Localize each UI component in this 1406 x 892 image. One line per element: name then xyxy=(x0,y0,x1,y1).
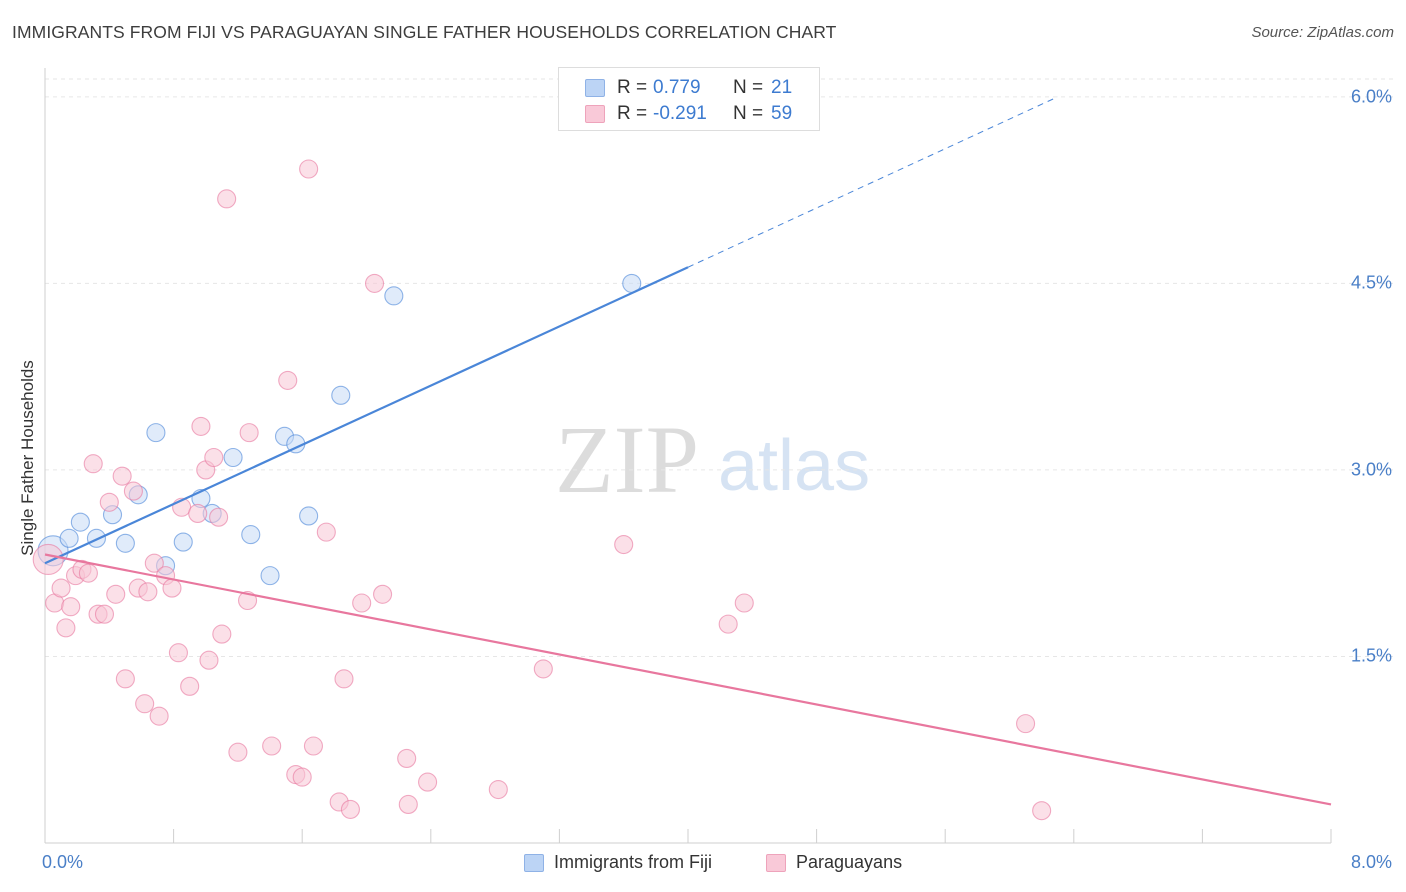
fiji-point xyxy=(115,533,135,553)
legend-r-label: R = xyxy=(617,77,648,98)
y-tick-label: 3.0% xyxy=(1350,459,1392,480)
paraguayan-point xyxy=(149,706,169,726)
watermark-atlas: atlas xyxy=(718,426,870,506)
paraguayan-point xyxy=(237,590,258,611)
fiji-point xyxy=(146,423,166,443)
paraguayan-point xyxy=(123,481,143,501)
y-tick-label: 6.0% xyxy=(1350,86,1392,107)
paraguayan-point xyxy=(209,507,229,527)
bottom-legend-swatch-paraguay xyxy=(766,853,786,872)
x-tick-label-max: 8.0% xyxy=(1350,852,1392,872)
fiji-trend-extension xyxy=(687,96,1058,268)
paraguayan-point xyxy=(32,543,64,576)
paraguayan-point xyxy=(533,659,553,679)
paraguayan-point xyxy=(292,767,312,787)
paraguayan-point xyxy=(398,794,418,815)
paraguayan-point xyxy=(162,578,182,598)
paraguayan-point xyxy=(94,604,115,624)
fiji-point xyxy=(260,566,280,586)
paraguayan-point xyxy=(1032,801,1052,821)
legend-swatch-paraguay xyxy=(585,105,605,123)
paraguayan-point xyxy=(239,423,259,443)
paraguayan-point xyxy=(56,618,76,638)
paraguayan-point xyxy=(168,643,188,663)
paraguayan-point xyxy=(191,416,211,436)
bottom-legend-label-fiji: Immigrants from Fiji xyxy=(554,852,713,872)
paraguayan-point xyxy=(78,563,98,583)
legend-r-label: R = xyxy=(617,103,648,124)
paraguayan-point xyxy=(316,522,336,542)
legend-swatch-fiji xyxy=(585,79,605,97)
paraguayan-point xyxy=(115,669,135,689)
paraguayan-point xyxy=(278,370,298,390)
bottom-legend-label-paraguay: Paraguayans xyxy=(796,852,903,872)
paraguayan-point xyxy=(262,736,282,756)
paraguayan-point xyxy=(112,466,132,486)
paraguayan-point xyxy=(228,742,248,762)
legend-r-value: 0.779 xyxy=(653,77,701,98)
paraguayan-point xyxy=(212,624,232,644)
legend-n-value: 21 xyxy=(771,77,793,98)
fiji-point xyxy=(70,512,90,532)
paraguayan-point xyxy=(614,534,634,555)
paraguayan-point xyxy=(299,159,319,179)
paraguayan-point xyxy=(180,676,200,696)
legend-r-value: -0.291 xyxy=(653,103,707,124)
x-tick-label-min: 0.0% xyxy=(42,852,84,872)
fiji-point xyxy=(331,385,351,405)
paraguayan-point xyxy=(138,582,158,602)
paraguayan-point xyxy=(135,694,155,714)
source-label: Source: ZipAtlas.com xyxy=(1251,24,1394,41)
paraguayan-point xyxy=(488,779,508,800)
fiji-trend-line xyxy=(44,266,689,565)
legend-row-fiji: R = 0.779 N = 21 xyxy=(585,76,792,100)
y-tick-label: 1.5% xyxy=(1350,645,1392,666)
legend-n-value: 59 xyxy=(771,103,793,124)
bottom-legend-paraguay: Paraguayans xyxy=(766,852,902,873)
paraguayan-point xyxy=(144,553,164,573)
fiji-point xyxy=(384,286,404,306)
legend: R = 0.779 N = 21 R = -0.291 N = 59 xyxy=(558,67,820,131)
legend-n-label: N = xyxy=(733,103,764,124)
fiji-point xyxy=(299,506,319,526)
paraguayan-point xyxy=(199,650,219,670)
paraguayan-point xyxy=(373,584,393,604)
paraguayan-point xyxy=(204,447,224,468)
legend-row-paraguay: R = -0.291 N = 59 xyxy=(585,102,792,126)
paraguayan-point xyxy=(188,503,208,524)
paraguayan-point xyxy=(352,593,372,613)
paraguayan-point xyxy=(397,748,417,768)
fiji-point xyxy=(223,447,243,468)
legend-n-label: N = xyxy=(733,77,764,98)
paraguayan-point xyxy=(334,669,354,689)
bottom-legend-fiji: Immigrants from Fiji xyxy=(524,852,712,873)
paraguayan-point xyxy=(364,273,385,293)
paraguayan-point xyxy=(734,593,754,613)
fiji-point xyxy=(241,525,261,545)
paraguayan-point xyxy=(418,772,438,792)
paraguayan-point xyxy=(51,578,71,598)
bottom-legend-swatch-fiji xyxy=(524,853,544,872)
paraguayan-point xyxy=(61,597,81,617)
watermark-zip: ZIP xyxy=(555,406,699,513)
paraguayan-trend-line xyxy=(44,553,1332,806)
fiji-point xyxy=(173,532,193,552)
paraguayan-point xyxy=(217,189,237,209)
y-tick-label: 4.5% xyxy=(1350,272,1392,293)
paraguayan-point xyxy=(83,454,103,474)
paraguayan-point xyxy=(1016,714,1036,734)
chart-title: IMMIGRANTS FROM FIJI VS PARAGUAYAN SINGL… xyxy=(12,22,837,42)
paraguayan-point xyxy=(718,614,738,634)
fiji-point xyxy=(59,528,79,548)
paraguayan-point xyxy=(340,799,360,819)
paraguayan-point xyxy=(303,736,324,756)
paraguayan-point xyxy=(99,492,119,512)
paraguayan-point xyxy=(106,584,126,604)
